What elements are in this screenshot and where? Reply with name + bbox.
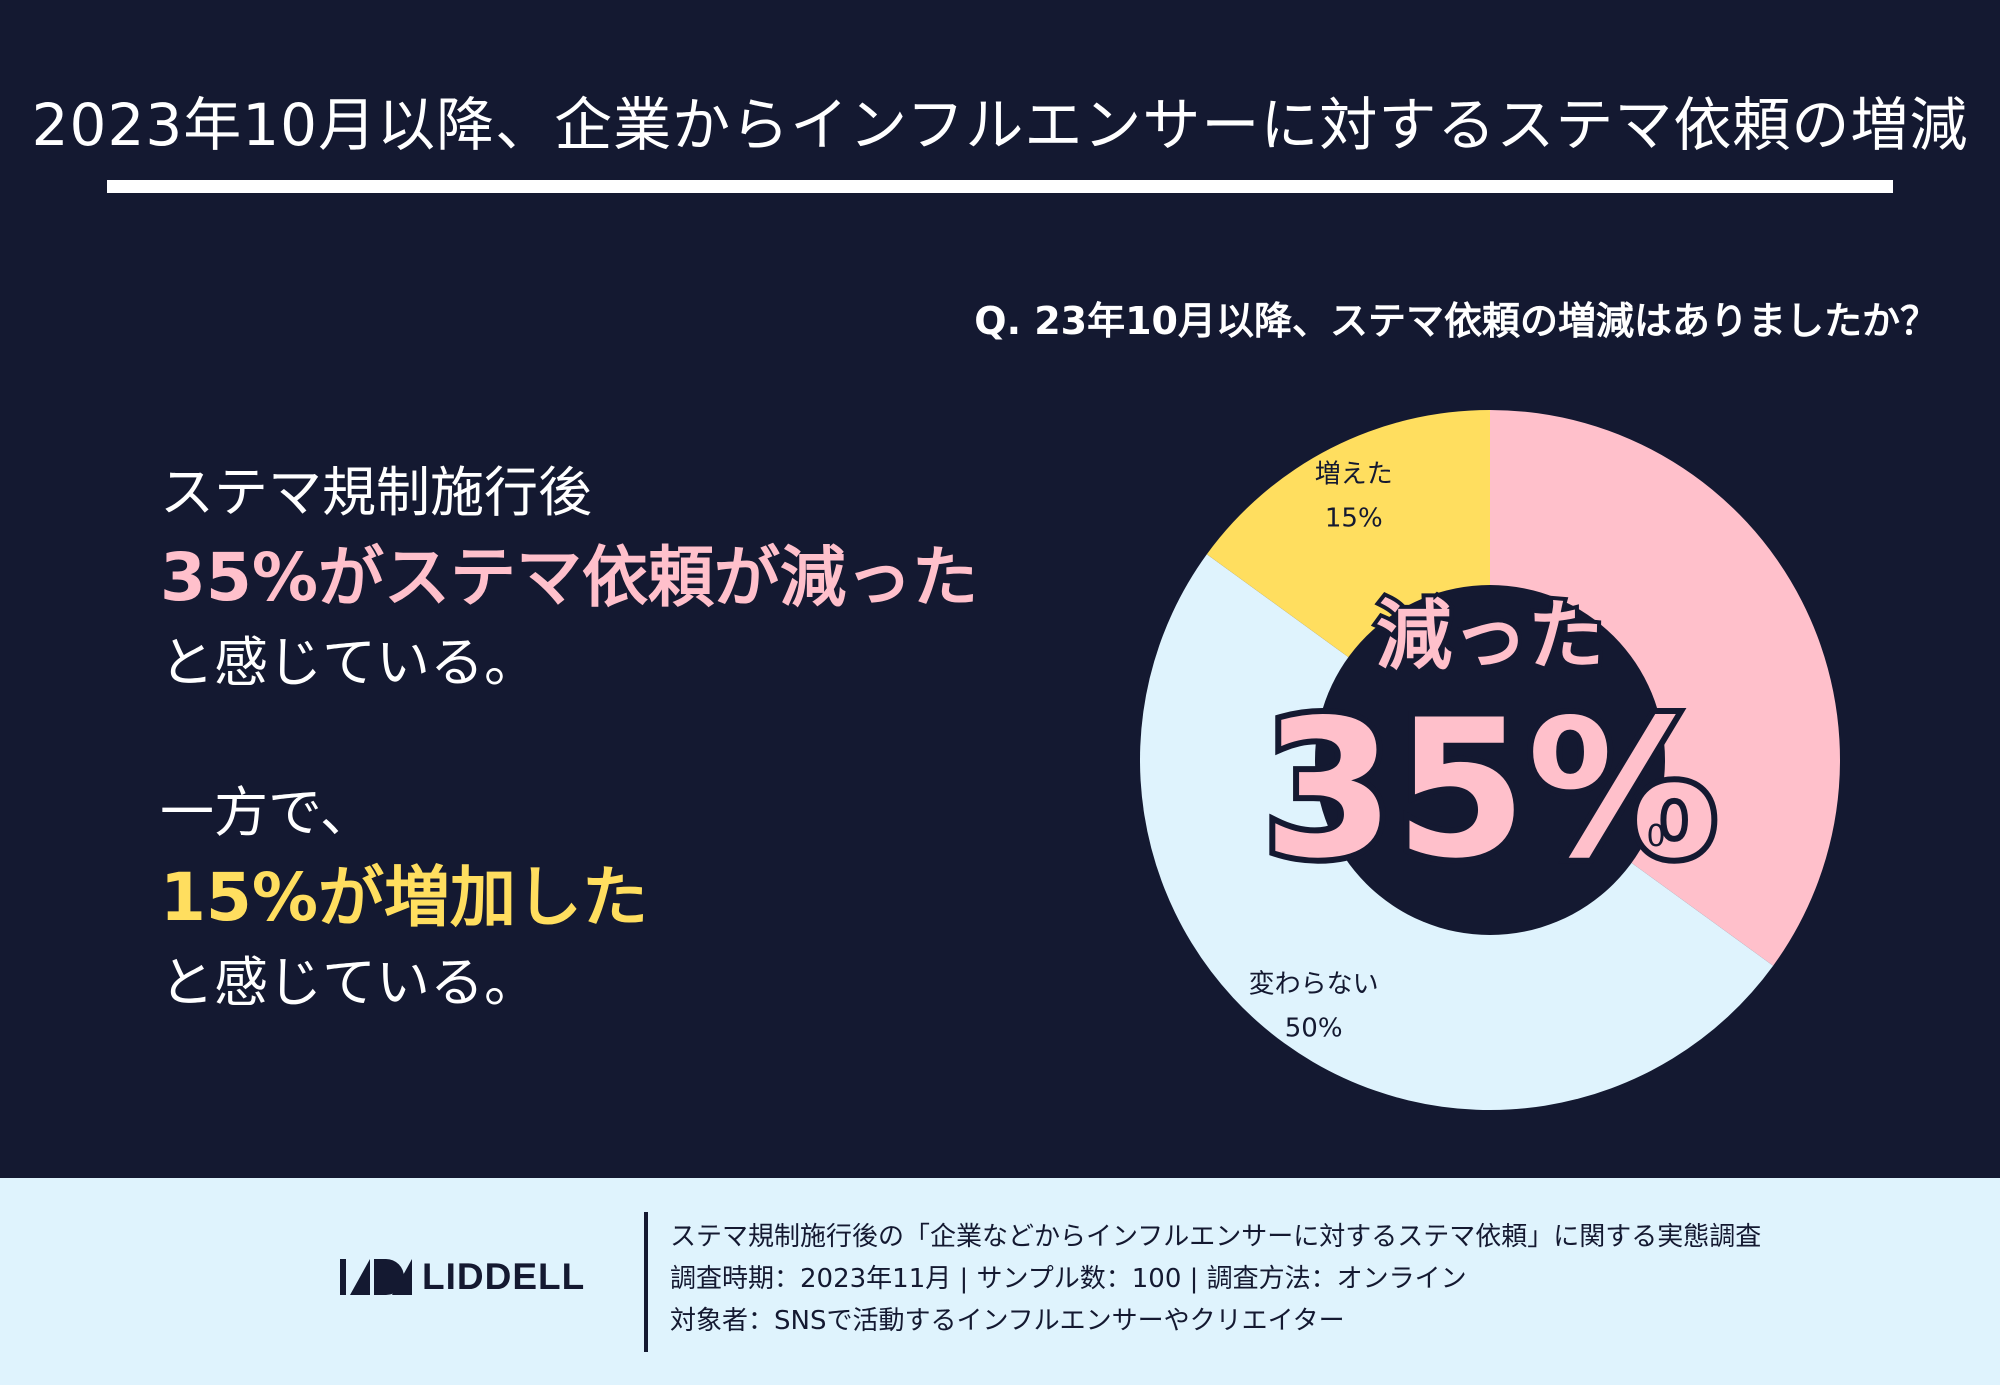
summary-line-1: ステマ規制施行後 [160,461,592,524]
survey-note-target: 対象者：SNSで活動するインフルエンサーやクリエイター [670,1306,1345,1336]
summary-line-4: 一方で、 [160,781,374,844]
donut-chart: 変わらない 50% 増えた 15% 減った 35% 0 [1130,400,1850,1120]
summary-line-3: と感じている。 [160,631,538,694]
stray-slice-label: 0 [1646,819,1665,854]
center-value: 35% [1263,679,1718,900]
footer-divider [644,1212,648,1352]
center-label: 減った [1376,591,1604,680]
donut-hole [1315,585,1665,935]
slice-label-increased: 増えた [1315,460,1393,490]
liddell-logo-mark [340,1259,412,1295]
summary-highlight-decrease: 35%がステマ依頼が減った [160,539,978,616]
liddell-logo: LIDDELL [340,1253,585,1301]
summary-line-6: と感じている。 [160,951,538,1014]
slice-value-increased: 15% [1325,504,1383,534]
footer: LIDDELL ステマ規制施行後の「企業などからインフルエンサーに対するステマ依… [0,1178,2000,1385]
summary-highlight-increase: 15%が増加した [160,859,648,936]
survey-question: Q. 23年10月以降、ステマ依頼の増減はありましたか？ [974,299,1938,343]
title-underline [107,180,1893,193]
pie-slice-decreased [1490,410,1840,966]
page-title: 2023年10月以降、企業からインフルエンサーに対するステマ依頼の増減 [31,91,1969,159]
slice-label-unchanged: 変わらない [1249,970,1379,1000]
logo-text: LIDDELL [422,1256,586,1297]
summary-text: ステマ規制施行後 35%がステマ依頼が減った と感じている。 一方で、 15%が… [160,452,1000,1024]
survey-note-title: ステマ規制施行後の「企業などからインフルエンサーに対するステマ依頼」に関する実態… [670,1222,1762,1252]
survey-notes: ステマ規制施行後の「企業などからインフルエンサーに対するステマ依頼」に関する実態… [670,1216,1761,1342]
slice-value-unchanged: 50% [1285,1014,1343,1044]
survey-note-method: 調査時期：2023年11月 | サンプル数：100 | 調査方法：オンライン [670,1264,1467,1294]
